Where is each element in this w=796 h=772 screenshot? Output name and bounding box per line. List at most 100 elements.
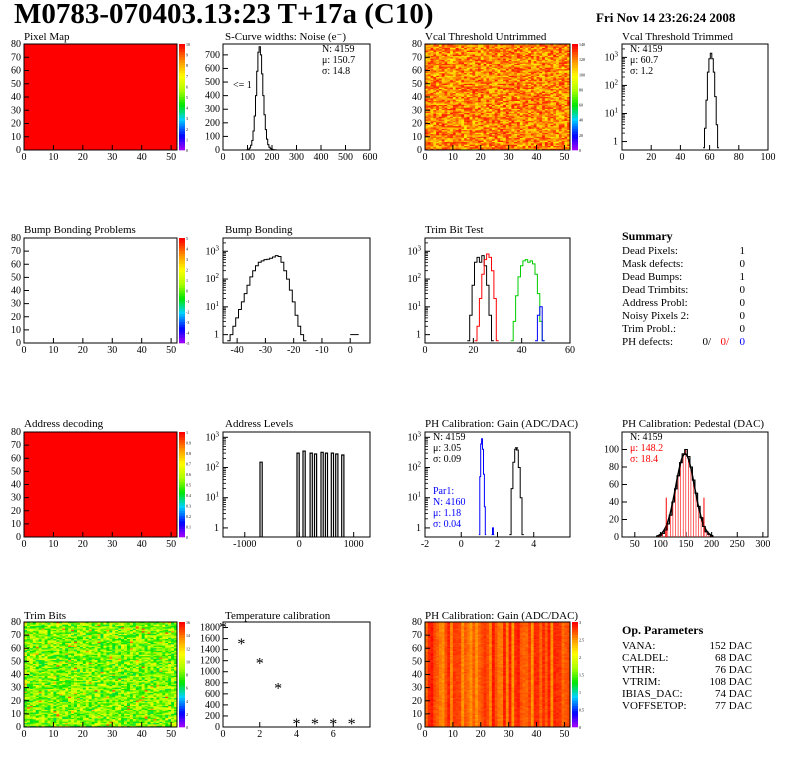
heatmap-cell [427, 114, 431, 116]
heatmap-cell [511, 74, 515, 77]
heatmap-cell [497, 71, 501, 74]
heatmap-cell [433, 44, 437, 46]
heatmap-cell [489, 100, 493, 103]
heatmap-cell [455, 46, 459, 49]
heatmap-cell [475, 144, 479, 147]
heatmap-cell [503, 110, 507, 112]
heatmap-cell [489, 67, 493, 70]
heatmap-cell [469, 147, 473, 149]
heatmap-cell [500, 102, 504, 104]
heatmap-cell [514, 116, 518, 119]
x-tick-label: 100 [761, 152, 776, 163]
heatmap-cell [430, 143, 434, 146]
heatmap-cell [436, 130, 440, 132]
y-tick-label: 60 [11, 259, 21, 270]
heatmap-cell [455, 148, 459, 151]
chart-vcal-untrimmed: Vcal Threshold Untrimmed1401201008060402… [412, 31, 585, 163]
heatmap-cell [483, 98, 487, 100]
heatmap-cell [447, 90, 451, 93]
colorbar-step [572, 73, 578, 77]
heatmap-cell [450, 49, 454, 51]
heatmap-cell [433, 120, 437, 123]
heatmap-cell [427, 143, 431, 146]
heatmap-cell [433, 142, 437, 144]
heatmap-cell [466, 77, 470, 79]
heatmap-cell [500, 55, 504, 58]
heatmap-cell [458, 47, 462, 50]
heatmap-cell [430, 46, 434, 49]
heatmap-cell [455, 91, 459, 94]
heatmap-cell [500, 67, 504, 70]
heatmap-cell [475, 59, 479, 62]
heatmap-cell [486, 59, 490, 62]
heatmap-cell [444, 87, 448, 90]
heatmap-cell [461, 97, 465, 99]
heatmap-cell [469, 81, 473, 83]
heatmap-cell [441, 67, 445, 70]
heatmap-cell [497, 122, 501, 124]
colorbar-step [179, 518, 185, 522]
heatmap-cell [483, 134, 487, 136]
heatmap-cell [505, 106, 509, 108]
heatmap-cell [436, 94, 440, 96]
heatmap-cell [427, 126, 431, 128]
heatmap-cell [430, 103, 434, 106]
colorbar-step [179, 131, 185, 135]
heatmap-cell [511, 100, 515, 103]
heatmap-cell [491, 142, 496, 144]
heatmap-cell [438, 146, 443, 148]
heatmap-cell [483, 89, 487, 91]
heatmap-cell [503, 85, 507, 87]
heatmap-cell [438, 65, 443, 67]
heatmap-cell [447, 115, 451, 118]
heatmap-cell [497, 77, 501, 79]
heatmap-cell [500, 140, 504, 143]
heatmap-cell [438, 91, 443, 94]
heatmap-cell [450, 119, 454, 122]
heatmap-cell [477, 108, 482, 111]
heatmap-cell [511, 79, 515, 82]
heatmap-cell [491, 77, 496, 79]
heatmap-cell [500, 147, 504, 149]
heatmap-cell [458, 142, 462, 144]
heatmap-cell [491, 127, 496, 130]
chart-title: PH Calibration: Pedestal (DAC) [622, 418, 764, 430]
heatmap-cell [491, 46, 496, 49]
heatmap-cell [450, 135, 454, 138]
colorbar-step [572, 144, 578, 148]
colorbar-tick-label: 0.5 [186, 483, 191, 488]
heatmap-cell [505, 86, 509, 89]
heatmap-cell [500, 104, 504, 107]
heatmap-cell [483, 73, 487, 75]
heatmap-cell [472, 58, 476, 61]
heatmap-cell [455, 102, 459, 104]
heatmap-cell [466, 61, 470, 63]
heatmap-cell [503, 66, 507, 69]
heatmap-cell [464, 86, 468, 89]
heatmap-cell [514, 79, 518, 82]
heatmap-cell [514, 97, 518, 99]
colorbar-tick-label: 5 [186, 236, 188, 241]
heatmap-cell [514, 131, 518, 134]
heatmap-cell [455, 126, 459, 128]
heatmap-cell [464, 58, 468, 61]
colorbar-step [179, 264, 185, 268]
heatmap-cell [489, 73, 493, 75]
heatmap-cell [511, 134, 515, 136]
heatmap-cell [472, 103, 476, 106]
heatmap-cell [436, 128, 440, 131]
heatmap-cell [508, 130, 512, 132]
heatmap-cell [508, 74, 512, 77]
heatmap-cell [494, 118, 498, 120]
heatmap-cell [486, 45, 490, 47]
heatmap-cell [433, 100, 437, 103]
y-tick-label: 103 [206, 430, 220, 443]
heatmap-cell [514, 120, 518, 123]
heatmap-cell [447, 140, 451, 143]
heatmap-cell [491, 61, 496, 63]
heatmap-cell [486, 93, 490, 95]
heatmap-cell [427, 71, 431, 74]
heatmap-cell [427, 77, 431, 79]
heatmap-cell [458, 83, 462, 86]
